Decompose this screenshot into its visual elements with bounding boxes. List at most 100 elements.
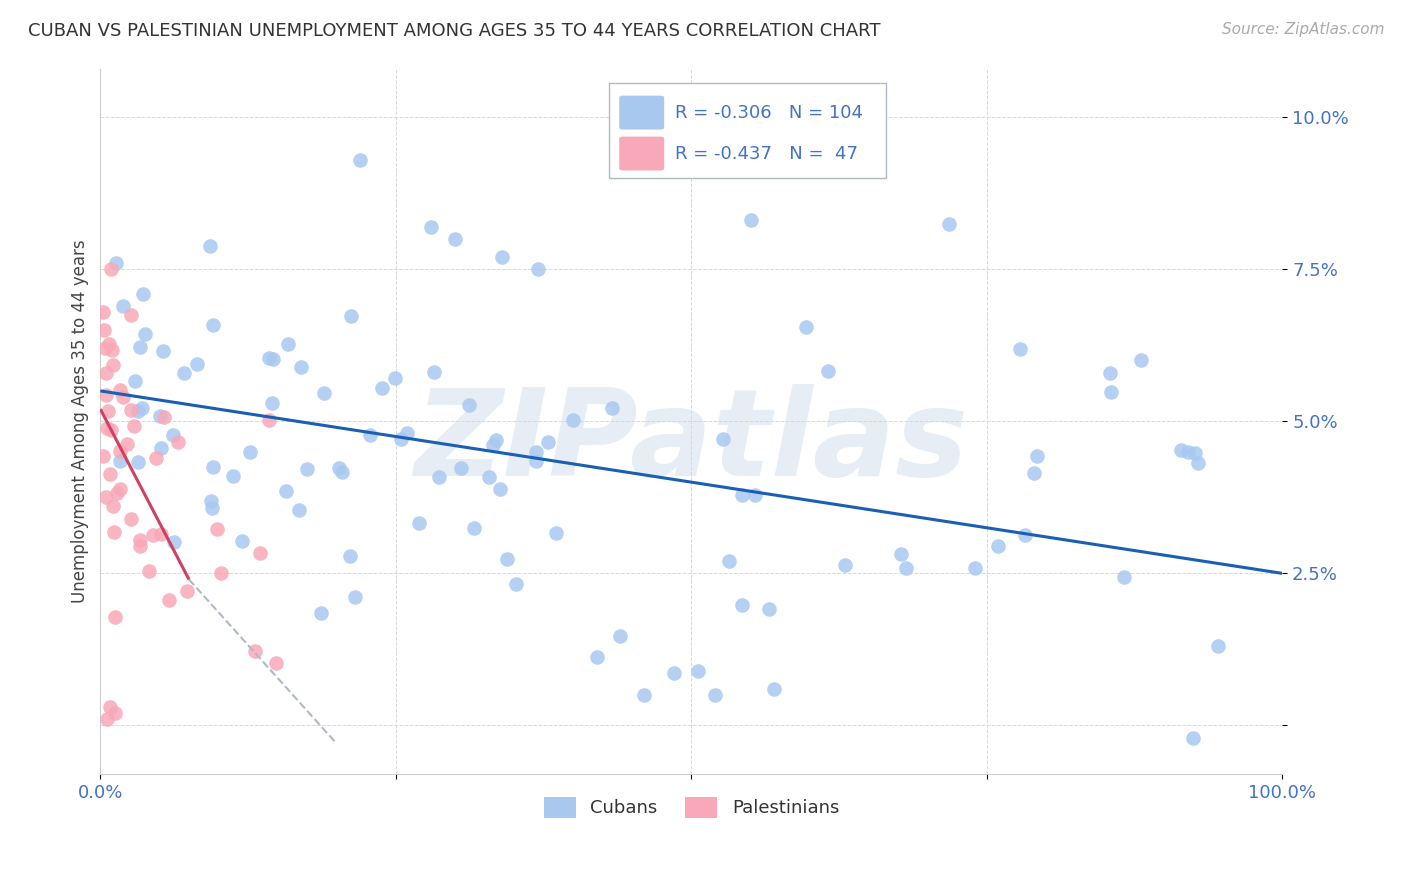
Point xyxy=(478,470,501,484)
Point xyxy=(664,666,686,681)
Point xyxy=(103,500,125,514)
Point xyxy=(100,262,122,277)
Point xyxy=(138,564,160,578)
Point xyxy=(108,454,131,468)
Point xyxy=(104,255,127,269)
Point xyxy=(544,525,567,540)
Point xyxy=(731,598,754,612)
Point xyxy=(103,358,125,372)
Point xyxy=(688,665,710,679)
Point xyxy=(103,524,125,539)
Point xyxy=(262,351,284,366)
Point xyxy=(111,390,134,404)
Point xyxy=(758,602,780,616)
Point xyxy=(1114,570,1136,584)
Point xyxy=(704,688,727,702)
Point xyxy=(277,337,299,351)
Point xyxy=(389,432,412,446)
Point xyxy=(1024,467,1046,481)
Text: Source: ZipAtlas.com: Source: ZipAtlas.com xyxy=(1222,22,1385,37)
Point xyxy=(1010,342,1032,356)
Point xyxy=(488,482,510,496)
Point xyxy=(101,343,124,358)
Point xyxy=(450,460,472,475)
Point xyxy=(202,459,225,474)
Point xyxy=(163,535,186,549)
Point xyxy=(1098,366,1121,380)
Point xyxy=(96,366,118,380)
Point xyxy=(142,527,165,541)
Point xyxy=(491,250,513,264)
Point xyxy=(1014,528,1036,542)
Point xyxy=(384,371,406,385)
Point xyxy=(1206,639,1229,653)
Point xyxy=(718,554,741,568)
Text: CUBAN VS PALESTINIAN UNEMPLOYMENT AMONG AGES 35 TO 44 YEARS CORRELATION CHART: CUBAN VS PALESTINIAN UNEMPLOYMENT AMONG … xyxy=(28,22,880,40)
Point xyxy=(987,539,1010,553)
Point xyxy=(97,337,120,351)
Point xyxy=(328,461,350,475)
Point xyxy=(359,428,381,442)
Point xyxy=(249,546,271,560)
FancyBboxPatch shape xyxy=(619,95,664,129)
Point xyxy=(484,434,506,448)
Point xyxy=(444,232,467,246)
Point xyxy=(1129,353,1152,368)
FancyBboxPatch shape xyxy=(609,83,886,178)
Point xyxy=(149,526,172,541)
Y-axis label: Unemployment Among Ages 35 to 44 years: Unemployment Among Ages 35 to 44 years xyxy=(72,240,89,603)
Point xyxy=(524,445,547,459)
Point xyxy=(495,551,517,566)
Point xyxy=(295,462,318,476)
Point xyxy=(586,649,609,664)
Point xyxy=(894,561,917,575)
Point xyxy=(1099,384,1122,399)
Point xyxy=(167,434,190,449)
Point xyxy=(290,359,312,374)
Point xyxy=(264,656,287,670)
Point xyxy=(349,153,371,167)
Point xyxy=(463,521,485,535)
Point xyxy=(120,308,142,322)
Point xyxy=(100,423,122,437)
Text: R = -0.437   N =  47: R = -0.437 N = 47 xyxy=(675,145,858,162)
Point xyxy=(1181,731,1204,745)
Point xyxy=(201,500,224,515)
Point xyxy=(457,398,479,412)
Point xyxy=(794,319,817,334)
Point xyxy=(201,318,224,333)
Point xyxy=(395,426,418,441)
Point xyxy=(339,549,361,564)
Point xyxy=(162,427,184,442)
Point xyxy=(257,413,280,427)
Point xyxy=(420,219,443,234)
Point xyxy=(96,490,118,504)
Point xyxy=(524,454,547,468)
Point xyxy=(481,438,503,452)
Point xyxy=(122,419,145,434)
Point xyxy=(93,323,115,337)
Point xyxy=(91,449,114,463)
Point xyxy=(260,396,283,410)
Point xyxy=(120,512,142,526)
Point xyxy=(1177,444,1199,458)
Text: ZIPatlas: ZIPatlas xyxy=(415,384,969,501)
Point xyxy=(186,358,208,372)
Point xyxy=(97,404,120,418)
Point xyxy=(120,403,142,417)
Point xyxy=(600,401,623,415)
Point xyxy=(129,533,152,547)
Point xyxy=(108,482,131,496)
Point xyxy=(1187,456,1209,470)
Point xyxy=(965,561,987,575)
Point xyxy=(127,403,149,417)
Point xyxy=(108,383,131,397)
Point xyxy=(149,409,172,424)
Point xyxy=(96,712,118,726)
Point xyxy=(124,375,146,389)
Point xyxy=(834,558,856,573)
Point xyxy=(153,410,176,425)
Point xyxy=(205,522,228,536)
Legend: Cubans, Palestinians: Cubans, Palestinians xyxy=(536,789,846,825)
Point xyxy=(1170,443,1192,458)
